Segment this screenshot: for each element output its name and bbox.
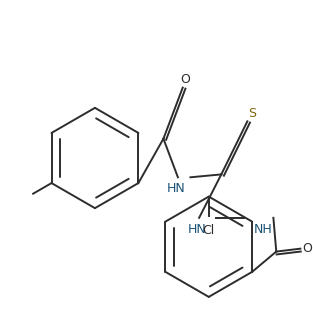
- Text: Cl: Cl: [203, 224, 215, 237]
- Text: O: O: [181, 73, 191, 86]
- Text: NH: NH: [254, 223, 273, 236]
- Text: O: O: [302, 242, 312, 255]
- Text: HN: HN: [188, 223, 207, 236]
- Text: S: S: [248, 107, 256, 120]
- Text: HN: HN: [167, 182, 185, 195]
